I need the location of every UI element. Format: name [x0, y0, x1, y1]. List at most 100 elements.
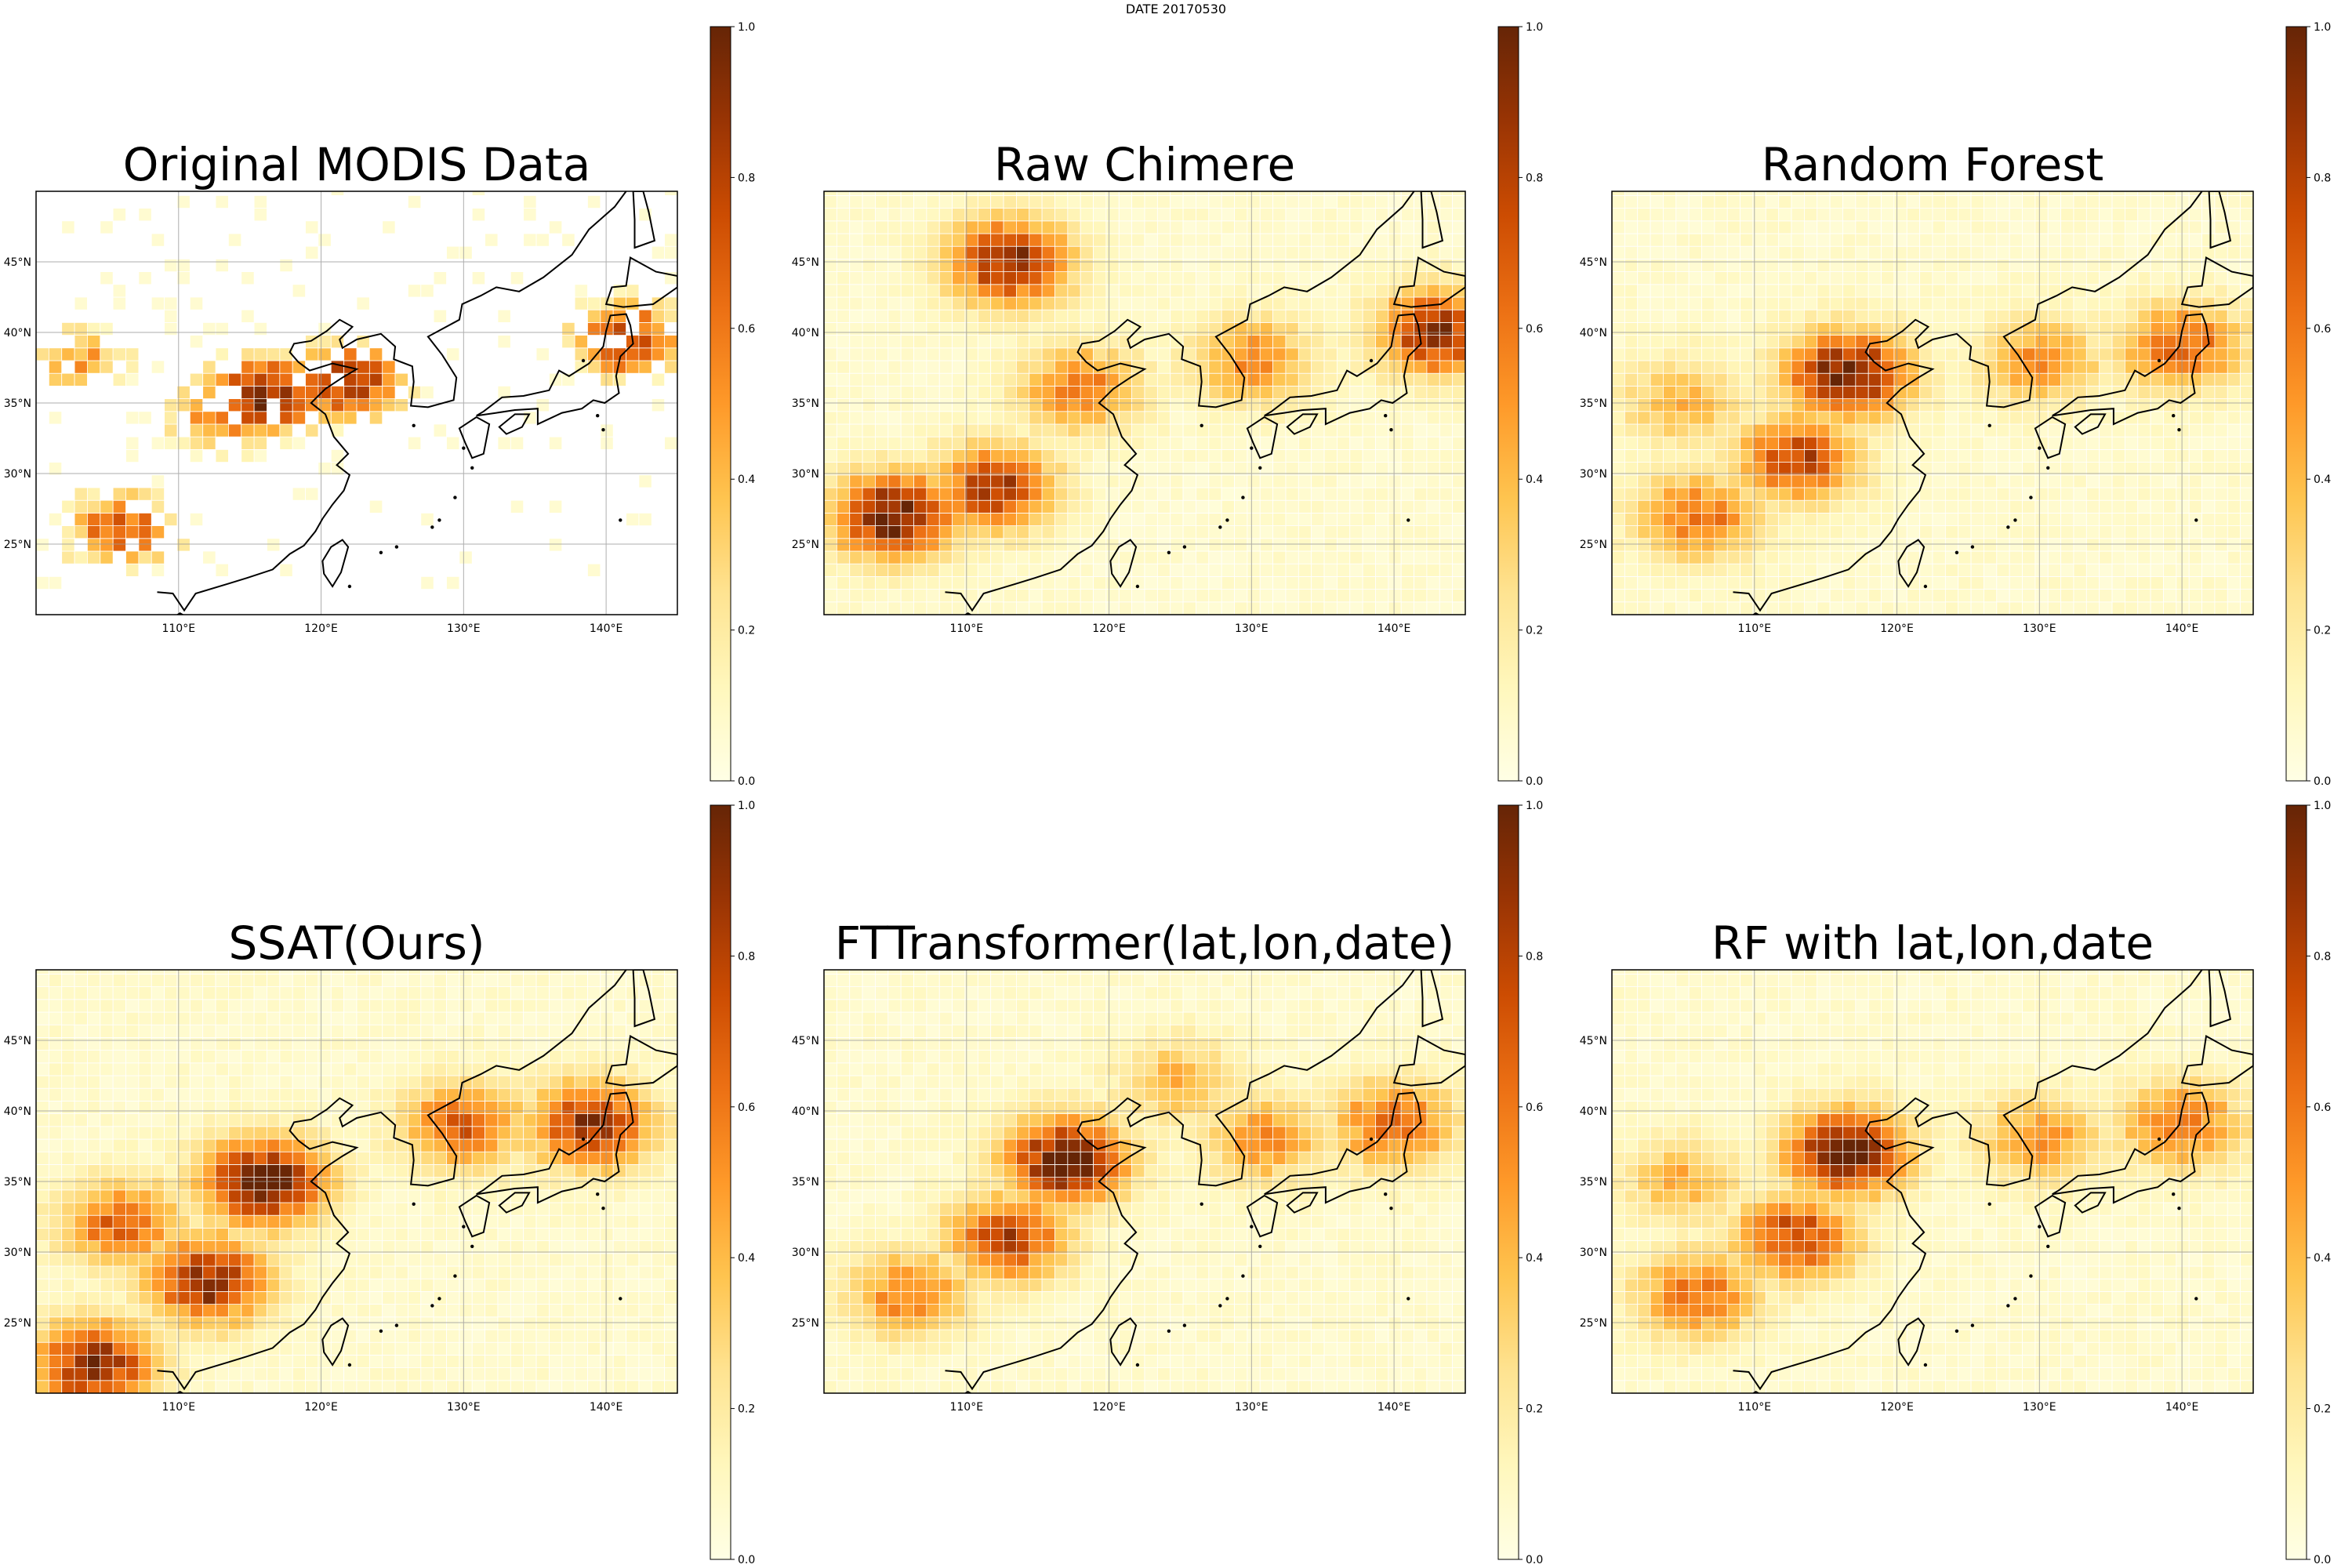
coastline — [1733, 970, 2253, 1393]
colorbar-tick-label: 0.0 — [1526, 1554, 1543, 1566]
colorbar-tick-label: 0.2 — [1526, 1403, 1543, 1416]
map-panel: Raw Chimere 110°E 120°E 130°E 140°E 25°N 30°N 3… — [792, 21, 1544, 788]
coastline — [945, 191, 1465, 615]
lat-tick-label: 35°N — [1580, 397, 1607, 410]
colorbar — [2285, 26, 2307, 782]
lat-tick-label: 35°N — [4, 397, 31, 410]
colorbar-tick-label: 0.0 — [738, 1554, 755, 1566]
panel-title: FTTransformer(lat,lon,date) — [835, 916, 1454, 970]
lat-tick-label: 25°N — [1580, 1317, 1607, 1330]
lat-tick-label: 45°N — [1580, 1035, 1607, 1047]
map-panel: Original MODIS Data 110°E 120°E 130°E 140°E 2… — [4, 21, 756, 788]
gridlines — [36, 191, 677, 615]
colorbar-tick-label: 0.8 — [2314, 950, 2331, 963]
colorbar-tick-label: 0.0 — [738, 775, 755, 788]
lon-tick-label: 110°E — [949, 622, 983, 635]
colorbar-tick-label: 0.6 — [1526, 1102, 1543, 1114]
heatmap-cells — [36, 970, 677, 1393]
lon-tick-label: 120°E — [1880, 1401, 1914, 1414]
colorbar-tick-label: 1.0 — [738, 21, 755, 34]
lat-tick-label: 25°N — [792, 1317, 819, 1330]
lon-tick-label: 130°E — [1235, 622, 1269, 635]
colorbar-tick-label: 0.2 — [2314, 1403, 2331, 1416]
lat-tick-label: 45°N — [792, 256, 819, 269]
axes-frame — [823, 191, 1466, 615]
lon-tick-label: 120°E — [1092, 622, 1126, 635]
lon-tick-label: 110°E — [162, 1401, 195, 1414]
lat-tick-label: 25°N — [4, 1317, 31, 1330]
lon-tick-label: 110°E — [1737, 1401, 1771, 1414]
colorbar-tick-label: 0.2 — [2314, 625, 2331, 637]
lon-tick-label: 140°E — [2165, 622, 2199, 635]
colorbar — [710, 26, 731, 782]
colorbar-tick-label: 0.0 — [1526, 775, 1543, 788]
axes-frame — [35, 969, 678, 1394]
lat-tick-label: 40°N — [792, 1105, 819, 1118]
lon-tick-label: 130°E — [447, 1401, 481, 1414]
lat-tick-label: 25°N — [1580, 539, 1607, 551]
lat-tick-label: 45°N — [792, 1035, 819, 1047]
heatmap-cells — [1612, 191, 2253, 615]
lat-tick-label: 30°N — [4, 1247, 31, 1259]
lat-tick-label: 40°N — [792, 327, 819, 339]
colorbar-tick-label: 0.6 — [2314, 1102, 2331, 1114]
map-panel: RF with lat,lon,date 110°E 120°E 130°E 140°E… — [1580, 800, 2332, 1566]
gridlines — [1612, 191, 2253, 615]
axes-frame — [1611, 969, 2254, 1394]
lon-tick-label: 120°E — [304, 622, 338, 635]
colorbar-tick-label: 1.0 — [2314, 21, 2331, 34]
colorbar — [710, 804, 731, 1560]
lon-tick-label: 130°E — [447, 622, 481, 635]
colorbar-tick-label: 1.0 — [2314, 800, 2331, 812]
lat-tick-label: 40°N — [4, 1105, 31, 1118]
lon-tick-label: 110°E — [1737, 622, 1771, 635]
colorbar-tick-label: 0.4 — [1526, 1252, 1543, 1265]
lon-tick-label: 110°E — [162, 622, 195, 635]
lon-tick-label: 130°E — [1235, 1401, 1269, 1414]
heatmap-cells — [36, 191, 677, 590]
colorbar-tick-label: 0.2 — [738, 1403, 755, 1416]
colorbar-tick-label: 0.8 — [738, 950, 755, 963]
lon-tick-label: 140°E — [590, 622, 623, 635]
panel-title: Raw Chimere — [994, 138, 1295, 191]
lat-tick-label: 40°N — [1580, 1105, 1607, 1118]
lat-tick-label: 35°N — [792, 1176, 819, 1189]
panel-title: Original MODIS Data — [123, 138, 591, 191]
colorbar-tick-label: 0.6 — [2314, 323, 2331, 336]
colorbar-tick-label: 0.2 — [1526, 625, 1543, 637]
coastline — [157, 191, 677, 615]
heatmap-cells — [824, 970, 1465, 1393]
colorbar-tick-label: 0.6 — [1526, 323, 1543, 336]
panel-title: Random Forest — [1762, 138, 2104, 191]
lon-tick-label: 140°E — [590, 1401, 623, 1414]
lon-tick-label: 120°E — [1092, 1401, 1126, 1414]
axes-frame — [35, 191, 678, 615]
colorbar-tick-label: 0.2 — [738, 625, 755, 637]
heatmap-cells — [824, 191, 1465, 615]
axes-frame — [823, 969, 1466, 1394]
colorbar-tick-label: 0.8 — [738, 172, 755, 184]
lon-tick-label: 140°E — [1377, 622, 1411, 635]
map-panel: SSAT(Ours) 110°E 120°E 130°E 140°E 25°N 30°N 35… — [4, 800, 756, 1566]
lat-tick-label: 40°N — [1580, 327, 1607, 339]
lat-tick-label: 35°N — [792, 397, 819, 410]
colorbar-tick-label: 1.0 — [738, 800, 755, 812]
lat-tick-label: 25°N — [4, 539, 31, 551]
colorbar-tick-label: 0.4 — [1526, 474, 1543, 486]
heatmap-cells — [1612, 970, 2253, 1393]
coastline — [945, 970, 1465, 1393]
lon-tick-label: 110°E — [949, 1401, 983, 1414]
map-panel: FTTransformer(lat,lon,date) 110°E 120°E 130… — [792, 800, 1544, 1566]
colorbar-tick-label: 0.8 — [2314, 172, 2331, 184]
colorbar — [1497, 804, 1519, 1560]
panel-title: SSAT(Ours) — [228, 916, 485, 970]
colorbar-tick-label: 1.0 — [1526, 800, 1543, 812]
lat-tick-label: 45°N — [4, 256, 31, 269]
coastline — [157, 970, 677, 1393]
lat-tick-label: 40°N — [4, 327, 31, 339]
coastline — [1733, 191, 2253, 615]
colorbar-tick-label: 0.4 — [738, 474, 755, 486]
lat-tick-label: 35°N — [4, 1176, 31, 1189]
axes-frame — [1611, 191, 2254, 615]
